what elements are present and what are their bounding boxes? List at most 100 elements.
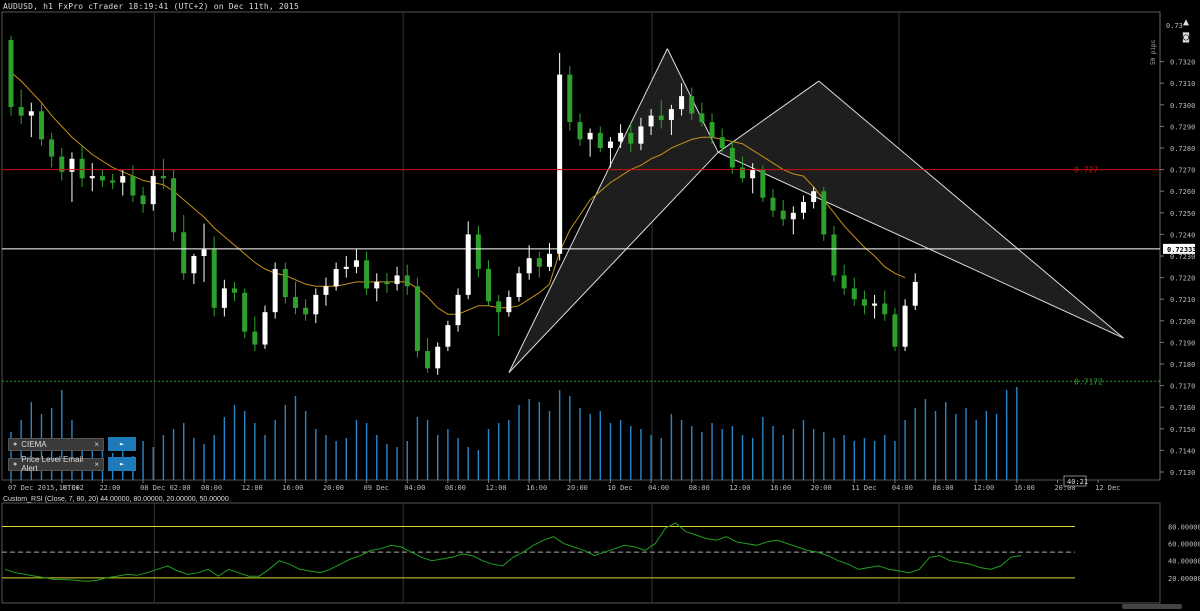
candle-body xyxy=(292,297,298,308)
current-price-value: 0.72333 xyxy=(1167,246,1197,254)
candle-body xyxy=(851,288,857,300)
candle-body xyxy=(648,115,654,127)
pattern-line xyxy=(508,48,668,373)
candle-body xyxy=(262,312,268,345)
candle-body xyxy=(404,275,410,287)
candle-body xyxy=(353,260,359,267)
candle-body xyxy=(729,148,735,168)
candle-body xyxy=(69,158,75,172)
candle-body xyxy=(364,260,370,289)
candle-body xyxy=(18,106,24,116)
candle-body xyxy=(435,346,441,369)
time-tick-label: 04:00 xyxy=(648,484,669,492)
green-level-label: 0.7172 xyxy=(1074,377,1103,386)
time-tick-label: 12:00 xyxy=(486,484,507,492)
candle-body xyxy=(516,273,522,298)
candle-body xyxy=(902,305,908,347)
price-tick-label: 0.7130 xyxy=(1170,469,1195,477)
price-tick-label: 0.7160 xyxy=(1170,404,1195,412)
price-tick-label: 0.7310 xyxy=(1170,80,1195,88)
price-tick-label: 0.7270 xyxy=(1170,167,1195,175)
candle-body xyxy=(303,307,309,315)
time-tick-label: 16:00 xyxy=(1014,484,1035,492)
camera-icon[interactable]: ◙ xyxy=(1182,32,1190,43)
candle-body xyxy=(414,286,420,352)
candle-body xyxy=(272,268,278,313)
candle-body xyxy=(577,122,583,140)
price-tick-label: 0.7260 xyxy=(1170,188,1195,196)
price-tick-label: 0.7290 xyxy=(1170,123,1195,131)
current-price-tag xyxy=(1163,243,1195,254)
time-tick-label: 16:00 xyxy=(526,484,547,492)
candle-body xyxy=(811,191,817,202)
candle-body xyxy=(506,297,512,313)
candle-body xyxy=(800,202,806,213)
candle-body xyxy=(790,212,796,220)
time-tick-label: 10 Dec xyxy=(607,484,632,492)
candle-body xyxy=(496,301,502,313)
time-tick-label: 20:00 xyxy=(811,484,832,492)
price-tick-label: 0.7210 xyxy=(1170,296,1195,304)
pattern-line xyxy=(717,151,1124,339)
price-tick-label: 0.7190 xyxy=(1170,339,1195,347)
candle-body xyxy=(374,281,380,289)
play-button[interactable]: ► xyxy=(108,457,136,471)
candle-body xyxy=(252,331,258,345)
close-icon[interactable]: × xyxy=(94,459,99,469)
candle-body xyxy=(689,96,695,114)
candle-body xyxy=(536,258,542,267)
candle-body xyxy=(841,275,847,289)
candle-body xyxy=(872,303,878,306)
time-tick-label: 20:00 xyxy=(1054,484,1075,492)
candle-body xyxy=(607,141,613,148)
settings-dot-icon: ● xyxy=(13,440,18,448)
pattern-line xyxy=(717,80,820,153)
candle-body xyxy=(425,351,431,369)
play-button[interactable]: ► xyxy=(108,437,136,451)
candle-body xyxy=(171,178,177,233)
candle-body xyxy=(38,111,44,140)
price-tick-label: 0.7320 xyxy=(1170,59,1195,67)
candle-body xyxy=(28,111,34,116)
price-tick-label: 0.7170 xyxy=(1170,383,1195,391)
candle-body xyxy=(99,176,105,181)
candle-body xyxy=(567,74,573,123)
chart-grid xyxy=(153,12,900,603)
candle-body xyxy=(709,122,715,138)
settings-dot-icon: ● xyxy=(13,460,18,468)
candle-body xyxy=(343,266,349,269)
candle-body xyxy=(465,234,471,295)
candle-body xyxy=(892,314,898,347)
chart-title: AUDUSD, h1 FxPro cTrader 18:19:41 (UTC+2… xyxy=(3,2,299,11)
price-alert-widget[interactable]: ● Price Level Email Alert × ► xyxy=(8,455,136,473)
candle-body xyxy=(740,167,746,179)
price-alert-label-box[interactable]: ● Price Level Email Alert × xyxy=(8,455,104,473)
candle-body xyxy=(140,195,146,205)
candle-body xyxy=(160,176,166,179)
price-axis: 0.730.73200.73100.73000.72900.72800.7270… xyxy=(8,22,1197,492)
time-tick-label: 12:00 xyxy=(973,484,994,492)
candle-body xyxy=(780,210,786,220)
rsi-line xyxy=(4,522,1022,582)
chevron-up-icon[interactable]: ▲ xyxy=(1182,17,1190,28)
time-tick-label: 08:00 xyxy=(445,484,466,492)
time-tick-label: 20:00 xyxy=(323,484,344,492)
candle-body xyxy=(181,232,187,274)
price-levels: 0.727 0.7172 xyxy=(2,166,1160,386)
rsi-tick-label: 20.00000 xyxy=(1168,575,1200,583)
horizontal-scrollbar xyxy=(1122,604,1182,609)
red-level-label: 0.727 xyxy=(1074,166,1098,175)
ciema-label-box[interactable]: ● CIEMA × xyxy=(8,437,104,451)
ciema-widget[interactable]: ● CIEMA × ► xyxy=(8,437,136,451)
candle-body xyxy=(201,249,207,256)
candle-body xyxy=(912,281,918,306)
price-tick-label: 0.7220 xyxy=(1170,275,1195,283)
pattern-triangle-bcd xyxy=(718,81,1124,339)
price-tick-label: 0.7140 xyxy=(1170,447,1195,455)
close-icon[interactable]: × xyxy=(94,439,99,449)
time-tick-label: 09 Dec xyxy=(364,484,389,492)
pattern-triangle-xab xyxy=(508,48,719,373)
time-tick-label: 08:00 xyxy=(933,484,954,492)
time-tick-label: 12:00 xyxy=(242,484,263,492)
